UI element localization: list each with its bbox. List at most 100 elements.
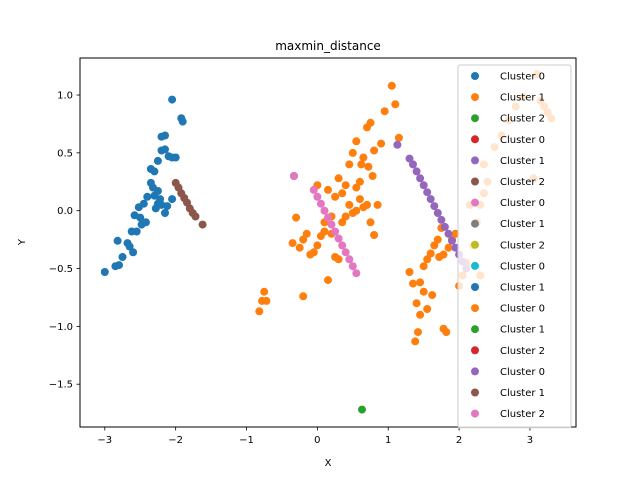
- scatter-point-s1-p57: [412, 299, 421, 308]
- legend-marker: [471, 240, 479, 249]
- scatter-point-s1-p2: [260, 287, 269, 296]
- scatter-point-s0-p35: [168, 95, 177, 104]
- scatter-point-s1-p43: [377, 139, 386, 148]
- scatter-point-s1-p24: [355, 195, 364, 204]
- scatter-point-s1-p64: [426, 249, 435, 258]
- scatter-point-s1-p37: [352, 137, 361, 146]
- legend-marker: [471, 177, 479, 186]
- legend-marker: [471, 261, 479, 270]
- scatter-point-s0-p32: [171, 153, 180, 162]
- scatter-point-s1-p14: [320, 227, 329, 236]
- scatter-point-s1-p65: [430, 241, 439, 250]
- scatter-point-s4-p6: [423, 188, 432, 197]
- scatter-point-s6-p1: [313, 192, 322, 201]
- legend-marker: [471, 219, 479, 228]
- scatter-point-s1-p68: [428, 291, 437, 300]
- legend-marker: [471, 156, 479, 165]
- y-axis: 1.0 0.5 0.0 −0.5 −1.0 −1.5: [49, 91, 80, 391]
- scatter-point-s0-p3: [118, 253, 127, 261]
- scatter-point-s0-p39: [137, 220, 146, 229]
- legend: Cluster 0 Cluster 1 Cluster 2 Cluster 0 Clus…: [457, 64, 572, 429]
- scatter-point-s6-p10: [345, 255, 354, 264]
- scatter-point-s0-p5: [125, 242, 134, 251]
- y-tick-label: −0.5: [49, 264, 73, 275]
- legend-marker: [471, 367, 479, 376]
- scatter-point-s1-p26: [363, 200, 371, 209]
- y-tick-label: −1.0: [49, 322, 73, 333]
- legend-label: Cluster 0: [500, 304, 545, 315]
- scatter-point-s0-p34: [161, 131, 169, 140]
- x-tick-label: 1: [385, 435, 391, 446]
- legend-label: Cluster 1: [500, 283, 545, 294]
- scatter-point-s1-p7: [295, 243, 304, 252]
- scatter-point-s4-p0: [393, 140, 402, 149]
- legend-label: Cluster 2: [500, 240, 545, 251]
- scatter-point-s1-p62: [419, 262, 428, 271]
- legend-box: [457, 64, 572, 429]
- scatter-point-s1-p44: [380, 107, 389, 116]
- scatter-point-s1-p42: [370, 146, 379, 155]
- legend-marker: [471, 135, 479, 144]
- scatter-point-s0-p10: [136, 213, 145, 222]
- scatter-point-s0-p29: [161, 145, 169, 154]
- legend-label: Cluster 2: [500, 114, 545, 125]
- scatter-point-s1-p38: [355, 177, 364, 186]
- x-axis: −3 −2 −1 0 1 2 3: [97, 427, 533, 446]
- scatter-point-s1-p29: [373, 200, 382, 209]
- scatter-point-s1-p3: [262, 296, 271, 305]
- scatter-point-s1-p19: [338, 218, 347, 227]
- legend-marker: [471, 304, 479, 313]
- scatter-point-s1-p70: [439, 250, 448, 259]
- plot-frame: [79, 57, 577, 428]
- scatter-point-s4-p10: [437, 215, 446, 224]
- scatter-point-s1-p33: [334, 174, 343, 183]
- scatter-point-s0-p6: [129, 248, 138, 257]
- scatter-point-s1-p28: [370, 231, 379, 239]
- scatter-point-s1-p98: [419, 287, 428, 296]
- scatter-point-s0-p40: [151, 204, 160, 213]
- scatter-point-s0-p23: [168, 195, 177, 204]
- y-axis-label: Y: [17, 238, 28, 246]
- scatter-point-s0-p0: [100, 268, 109, 276]
- x-tick-label: 3: [527, 435, 533, 446]
- legend-label: Cluster 0: [500, 72, 545, 83]
- scatter-point-s0-p21: [161, 209, 169, 217]
- y-tick-label: 1.0: [57, 91, 73, 102]
- legend-label: Cluster 0: [500, 367, 545, 378]
- scatter-point-s1-p63: [423, 255, 432, 264]
- scatter-point-s6-p0: [309, 185, 318, 194]
- scatter-point-s6-p13: [290, 172, 298, 180]
- scatter-point-s1-p78: [423, 305, 432, 313]
- legend-marker: [471, 72, 479, 80]
- x-tick-label: −3: [97, 435, 112, 446]
- scatter-point-s1-p11: [309, 248, 318, 257]
- x-axis-label: X: [325, 458, 332, 469]
- legend-label: Cluster 0: [500, 198, 545, 209]
- scatter-point-s0-p12: [139, 199, 148, 208]
- scatter-point-s1-p52: [352, 183, 361, 192]
- scatter-point-s4-p11: [440, 222, 449, 231]
- scatter-point-s0-p18: [153, 187, 162, 195]
- scatter-point-s1-p27: [366, 218, 375, 227]
- scatter-point-s0-p14: [143, 192, 152, 201]
- y-tick-label: 0.0: [57, 206, 73, 217]
- scatter-point-s1-p6: [292, 213, 301, 222]
- legend-label: Cluster 2: [500, 177, 545, 188]
- scatter-point-s0-p27: [153, 156, 162, 165]
- scatter-point-s4-p12: [444, 229, 453, 238]
- y-tick-label: 0.5: [57, 148, 73, 159]
- legend-marker: [471, 198, 479, 207]
- scatter-point-s1-p46: [391, 100, 400, 109]
- legend-label: Cluster 2: [500, 346, 545, 357]
- chart-title: maxmin_distance: [275, 39, 381, 53]
- scatter-point-s5-p8: [198, 220, 207, 229]
- scatter-point-s1-p71: [444, 243, 453, 252]
- scatter-point-s1-p8: [299, 235, 308, 244]
- legend-label: Cluster 1: [500, 93, 545, 104]
- scatter-point-s4-p4: [416, 174, 425, 183]
- scatter-point-s4-p7: [426, 195, 435, 204]
- scatter-point-s1-p66: [433, 235, 442, 244]
- scatter-point-s5-p7: [191, 212, 200, 221]
- scatter-point-s1-p45: [387, 81, 396, 90]
